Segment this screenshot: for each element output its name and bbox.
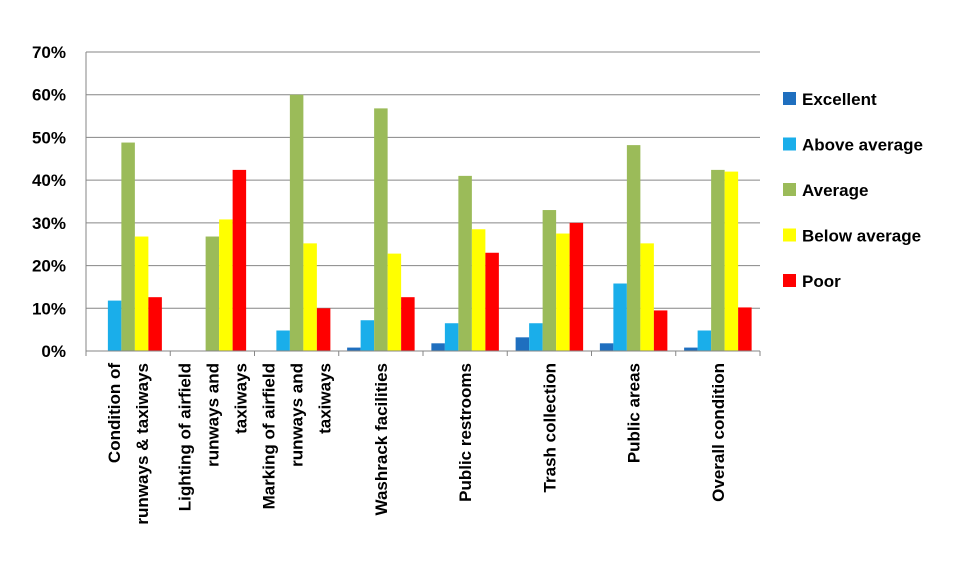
legend-label: Below average: [802, 227, 921, 246]
bar: [401, 297, 415, 351]
category-label: runways & taxiways: [133, 363, 152, 525]
bar: [431, 343, 445, 351]
legend: Excellent Above average Average Below avera…: [783, 90, 923, 291]
bar: [219, 219, 233, 351]
bar: [303, 243, 317, 351]
bar: [360, 320, 375, 351]
bar: [653, 310, 668, 351]
category-label: Condition of: [105, 363, 124, 463]
y-tick-label: 70%: [32, 43, 66, 62]
category-label: runways and: [203, 363, 222, 467]
bar: [599, 343, 614, 351]
bar: [347, 347, 361, 351]
category-label: taxiways: [316, 363, 335, 434]
category-label: Public restrooms: [456, 363, 475, 502]
bar: [515, 337, 530, 351]
bar: [232, 169, 247, 351]
legend-swatch: [783, 228, 796, 242]
legend-label: Above average: [802, 136, 923, 155]
y-tick-label: 10%: [32, 299, 66, 318]
category-label: Marking of airfield: [260, 363, 279, 509]
bars: [107, 94, 752, 351]
bar: [134, 236, 149, 351]
bar: [444, 323, 459, 351]
category-labels: Condition of runways & taxiways Lighting o…: [105, 363, 728, 525]
bar: [316, 308, 331, 351]
bar: [738, 307, 752, 351]
x-axis-ticks: [85, 351, 761, 356]
bar: [458, 175, 472, 351]
y-tick-label: 0%: [41, 342, 66, 361]
bar: [556, 233, 570, 351]
legend-label: Average: [802, 181, 868, 200]
bar: [684, 347, 698, 351]
bar: [626, 145, 641, 351]
bar: [711, 169, 725, 351]
bar: [107, 300, 122, 351]
bar: [148, 297, 162, 351]
category-label: taxiways: [231, 363, 250, 434]
bar: [569, 222, 584, 351]
category-label: Lighting of airfield: [175, 363, 194, 511]
legend-swatch: [783, 92, 796, 105]
y-tick-label: 60%: [32, 86, 66, 105]
gridlines: [86, 51, 760, 309]
bar: [529, 323, 543, 351]
bar: [724, 171, 739, 351]
y-axis-tick-labels: 0% 10% 20% 30% 40% 50% 60% 70%: [32, 43, 66, 361]
y-tick-label: 20%: [32, 257, 66, 276]
category-label: Washrack facilities: [372, 363, 391, 515]
bar: [387, 253, 402, 351]
category-label: Public areas: [625, 363, 644, 463]
legend-swatch: [783, 137, 796, 151]
bar: [613, 283, 627, 351]
bar: [374, 108, 388, 351]
bar: [276, 330, 290, 351]
bar: [697, 330, 712, 351]
bar: [205, 236, 220, 351]
bar: [121, 142, 135, 351]
bar: [640, 243, 654, 351]
legend-swatch: [783, 183, 796, 196]
y-tick-label: 30%: [32, 214, 66, 233]
bar: [485, 252, 499, 351]
y-tick-label: 40%: [32, 171, 66, 190]
axes: [85, 52, 760, 352]
bar: [289, 94, 304, 351]
legend-label: Excellent: [802, 90, 877, 109]
category-label: Overall condition: [709, 363, 728, 502]
y-tick-label: 50%: [32, 128, 66, 147]
category-label: Trash collection: [540, 363, 559, 492]
bar: [542, 210, 557, 351]
legend-label: Poor: [802, 272, 841, 291]
category-label: runways and: [288, 363, 307, 467]
bar: [471, 229, 486, 351]
legend-swatch: [783, 274, 796, 287]
